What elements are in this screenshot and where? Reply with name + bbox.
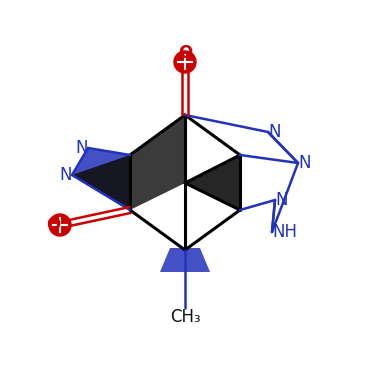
Text: N: N — [60, 166, 72, 184]
Text: N: N — [268, 123, 280, 141]
Text: O: O — [178, 44, 192, 62]
Text: N: N — [275, 191, 287, 209]
Text: N: N — [75, 139, 88, 157]
Text: CH₃: CH₃ — [170, 308, 200, 326]
Polygon shape — [160, 248, 210, 272]
Polygon shape — [130, 115, 185, 210]
Circle shape — [174, 51, 196, 73]
Text: O: O — [46, 216, 60, 234]
Polygon shape — [72, 155, 130, 210]
Polygon shape — [185, 155, 240, 210]
Circle shape — [49, 214, 71, 236]
Text: N: N — [298, 154, 310, 172]
Text: NH: NH — [272, 223, 297, 241]
Polygon shape — [72, 148, 130, 210]
